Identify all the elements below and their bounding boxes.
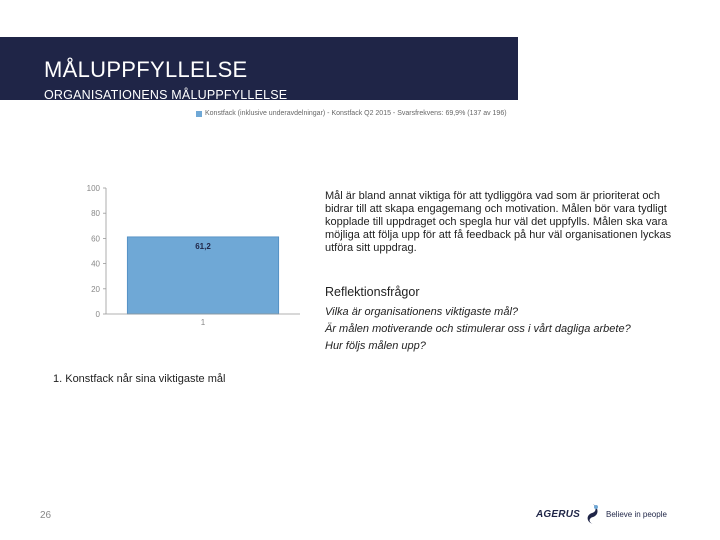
logo-wordmark: AGERUS: [536, 508, 580, 520]
bars: 61,2: [126, 236, 280, 315]
bar-data-label: 61,2: [195, 242, 211, 251]
y-axis: 0 20 40 60 80 100: [87, 184, 107, 319]
chart-legend: Konstfack (inklusive underavdelningar) -…: [196, 110, 507, 117]
header-banner: [0, 37, 518, 100]
y-tick-label: 80: [91, 209, 100, 218]
bar: [126, 236, 280, 315]
reflection-heading: Reflektionsfrågor: [325, 285, 420, 299]
slide-subtitle: ORGANISATIONENS MÅLUPPFYLLELSE: [44, 88, 288, 102]
question-item: Är målen motiverande och stimulerar oss …: [325, 323, 631, 335]
x-tick-label: 1: [201, 318, 206, 327]
y-tick-label: 40: [91, 260, 100, 269]
question-item: Hur följs målen upp?: [325, 340, 426, 352]
y-tick-label: 60: [91, 234, 100, 243]
x-axis: 1: [106, 313, 300, 327]
y-tick-label: 0: [96, 310, 101, 319]
y-tick-label: 20: [91, 285, 100, 294]
body-text: Mål är bland annat viktiga för att tydli…: [325, 190, 672, 254]
company-logo: AGERUS Believe in people: [536, 503, 667, 525]
reflection-questions: Vilka är organisationens viktigaste mål?…: [325, 304, 631, 355]
slide-title: MÅLUPPFYLLELSE: [44, 57, 248, 82]
logo-swirl-icon: [587, 504, 598, 524]
question-item: Vilka är organisationens viktigaste mål?: [325, 306, 519, 318]
y-tick-label: 100: [87, 184, 101, 193]
page-number: 26: [40, 510, 52, 521]
legend-swatch: [196, 110, 202, 117]
chart-caption: 1. Konstfack når sina viktigaste mål: [53, 373, 226, 385]
bar-chart: 0 20 40 60 80 100 61,2 1: [87, 184, 300, 327]
logo-tagline: Believe in people: [605, 509, 667, 519]
legend-label: Konstfack (inklusive underavdelningar) -…: [205, 110, 507, 117]
